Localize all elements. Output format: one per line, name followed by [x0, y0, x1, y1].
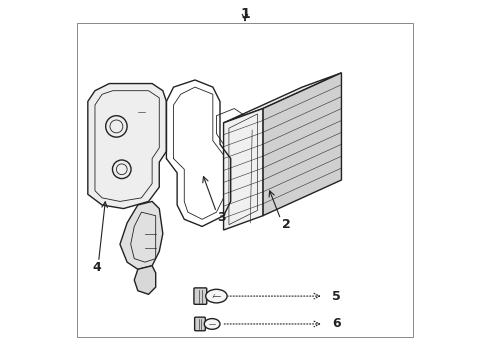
Text: 5: 5 — [332, 289, 341, 303]
Ellipse shape — [204, 319, 220, 329]
Ellipse shape — [206, 289, 227, 303]
Polygon shape — [120, 202, 163, 269]
Bar — [77, 23, 413, 337]
Text: 4: 4 — [93, 261, 101, 274]
Text: 6: 6 — [332, 318, 341, 330]
Text: 1: 1 — [240, 7, 250, 21]
Polygon shape — [223, 109, 263, 230]
FancyBboxPatch shape — [194, 288, 207, 304]
Polygon shape — [134, 266, 156, 294]
FancyBboxPatch shape — [195, 317, 205, 331]
Polygon shape — [88, 84, 167, 208]
Text: 3: 3 — [218, 211, 226, 224]
Text: 2: 2 — [282, 218, 291, 231]
Polygon shape — [223, 73, 342, 123]
Polygon shape — [263, 73, 342, 216]
